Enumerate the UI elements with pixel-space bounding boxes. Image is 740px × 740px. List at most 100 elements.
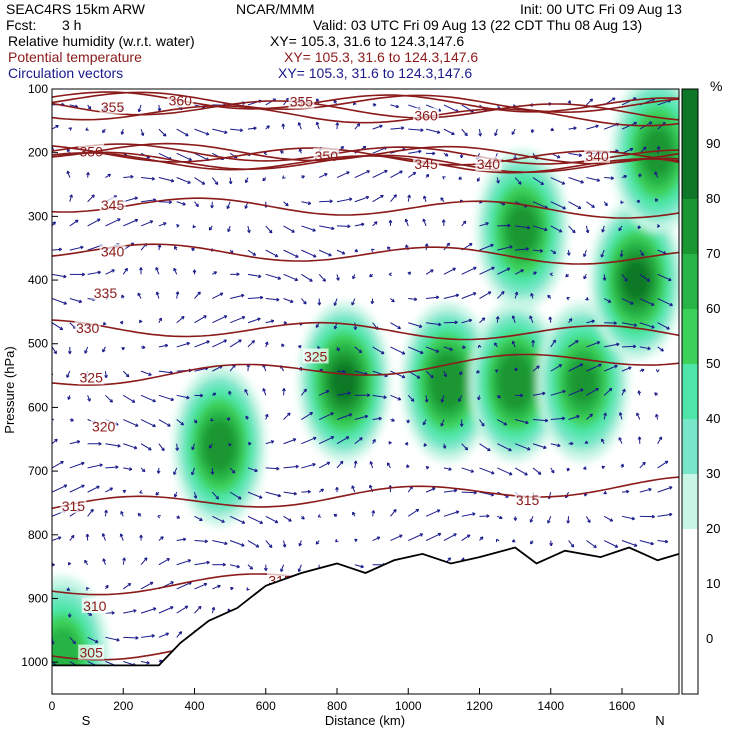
vector-arrowhead — [59, 326, 64, 331]
vector-arrow — [407, 194, 410, 202]
vector-arrowhead — [86, 172, 90, 176]
vector-arrow — [354, 415, 368, 421]
vector-arrowhead — [160, 536, 164, 540]
vector-arrowhead — [223, 339, 227, 343]
vector-arrowhead — [133, 445, 138, 450]
vector-arrowhead — [430, 374, 434, 379]
vector-arrowhead — [182, 537, 187, 542]
theta-contour — [52, 142, 679, 165]
vector-arrowhead — [491, 470, 495, 475]
vector-arrow — [354, 346, 362, 354]
vector-arrow — [301, 463, 316, 469]
vector-arrowhead — [142, 345, 146, 350]
vector-arrowhead — [595, 387, 599, 392]
vector-arrow — [194, 340, 210, 348]
vector-arrowhead — [479, 536, 484, 540]
vector-arrow — [532, 365, 540, 372]
vector-arrow — [497, 419, 507, 426]
vector-arrowhead — [137, 292, 141, 297]
vector-arrowhead — [66, 170, 71, 175]
vector-arrowhead — [391, 418, 395, 422]
vector-arrowhead — [141, 468, 146, 473]
vector-arrowhead — [170, 581, 174, 585]
vector-arrow — [247, 127, 257, 130]
vector-arrowhead — [558, 229, 563, 233]
vector-arrowhead — [125, 373, 130, 378]
vector-arrowhead — [312, 228, 316, 232]
vector-arrowhead — [66, 374, 70, 378]
vector-arrow — [405, 218, 409, 227]
vector-arrowhead — [536, 365, 540, 369]
vector-arrowhead — [139, 319, 143, 324]
vector-arrowhead — [442, 176, 446, 180]
vector-arrow — [140, 370, 152, 376]
vector-arrow — [229, 364, 236, 372]
rh-maximum-5-level-80 — [568, 360, 598, 404]
vector-arrowhead — [254, 468, 258, 473]
vector-arrowhead — [365, 195, 370, 200]
vector-arrowhead — [658, 436, 663, 440]
vector-arrowhead — [53, 350, 57, 355]
vector-arrowhead — [174, 245, 178, 250]
vector-arrow — [408, 322, 423, 328]
axes: 0 200 400 600 800 1000 1200 1400 1600 100 200 300 40… — [21, 82, 680, 713]
vector-arrowhead — [636, 199, 640, 204]
vector-arrow — [247, 225, 250, 233]
vector-arrow — [87, 485, 100, 493]
vector-arrowhead — [455, 510, 460, 515]
vector-arrow — [158, 152, 172, 160]
vector-arrowhead — [317, 514, 322, 518]
vector-arrowhead — [495, 369, 499, 373]
vector-arrowhead — [330, 436, 335, 440]
vector-arrow — [140, 220, 153, 227]
vector-arrowhead — [203, 315, 207, 319]
x-tick-label: 600 — [256, 699, 276, 713]
vector-arrowhead — [432, 151, 436, 156]
vector-arrowhead — [257, 317, 261, 322]
vector-arrow — [621, 490, 630, 493]
vector-arrowhead — [231, 470, 236, 474]
colorbar-frame — [681, 88, 699, 695]
vector-arrowhead — [228, 442, 232, 447]
vector-arrowhead — [544, 418, 549, 423]
vector-arrow — [497, 267, 511, 275]
field-rh-xy: XY= 105.3, 31.6 to 124.3,147.6 — [270, 33, 465, 49]
vector-arrowhead — [85, 587, 90, 591]
vector-arrowhead — [562, 205, 566, 210]
vector-arrowhead — [477, 344, 482, 349]
vector-arrowhead — [633, 121, 638, 126]
vector-arrow — [657, 436, 662, 444]
vector-arrow — [212, 365, 223, 372]
vector-arrowhead — [496, 180, 500, 184]
vector-arrowhead — [668, 277, 672, 282]
vector-arrow — [87, 271, 101, 275]
vector-arrowhead — [570, 441, 574, 446]
vector-arrowhead — [239, 128, 244, 133]
vector-arrowhead — [262, 177, 266, 182]
vector-arrowhead — [255, 544, 260, 548]
vector-arrow — [156, 291, 160, 299]
vector-arrow — [52, 438, 58, 445]
colorbar-segment — [682, 474, 698, 529]
vector-arrowhead — [292, 438, 297, 442]
vector-arrow — [443, 489, 457, 493]
vector-arrowhead — [152, 607, 157, 611]
vector-arrowhead — [524, 472, 528, 476]
vector-arrowhead — [369, 461, 374, 465]
y-tick-label: 800 — [28, 528, 48, 542]
vector-arrowhead — [464, 446, 469, 451]
vector-arrow — [390, 394, 401, 401]
vector-arrowhead — [651, 325, 655, 329]
vector-arrow — [657, 346, 664, 352]
vector-arrow — [568, 152, 582, 156]
vector-arrowhead — [603, 412, 607, 416]
vector-arrowhead — [601, 465, 605, 470]
vector-arrow — [441, 395, 445, 403]
vector-arrow — [301, 225, 316, 232]
vector-arrow — [586, 125, 599, 130]
vector-arrowhead — [381, 350, 385, 355]
vector-arrowhead — [447, 557, 452, 561]
vector-arrow — [212, 585, 221, 590]
vector-arrowhead — [547, 520, 551, 524]
vector-arrowhead — [226, 417, 231, 421]
